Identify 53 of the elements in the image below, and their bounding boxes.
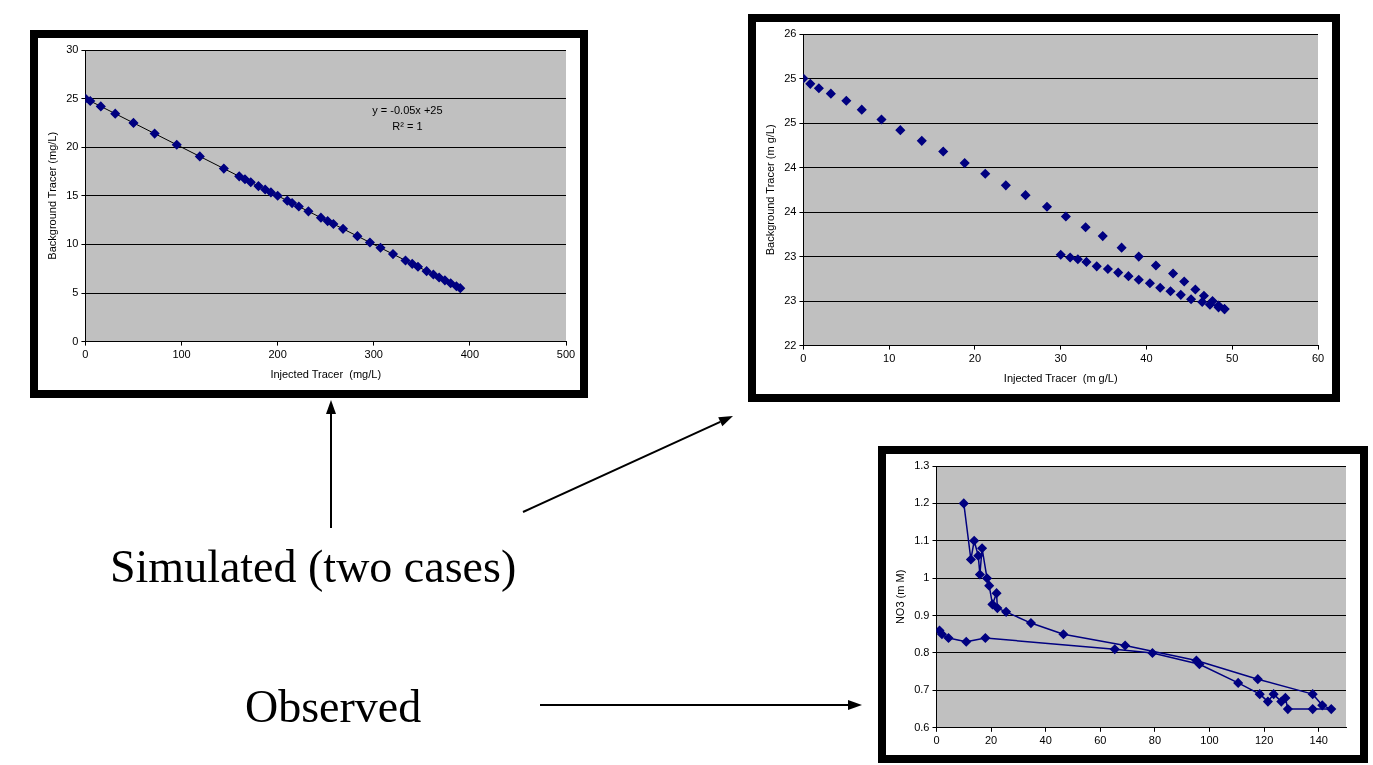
y-tick-label: 24	[784, 205, 797, 218]
x-tick-label: 60	[1094, 734, 1107, 747]
x-tick-label: 40	[1140, 352, 1153, 365]
y-tick-label: 30	[66, 43, 79, 56]
y-axis-title: Background Tracer (m g/L)	[763, 124, 776, 256]
y-tick-label: 26	[784, 27, 797, 40]
y-tick-label: 25	[66, 91, 79, 104]
y-axis-title: Background Tracer (mg/L)	[45, 131, 58, 260]
y-tick-label: 1.3	[914, 459, 930, 472]
y-tick-label: 1	[923, 571, 930, 584]
y-tick-label: 20	[66, 140, 79, 153]
x-tick-label: 100	[172, 348, 191, 361]
x-tick-label: 80	[1148, 734, 1162, 747]
x-tick-label: 120	[1254, 734, 1274, 747]
x-tick-label: 10	[883, 352, 896, 365]
x-tick-label: 140	[1309, 734, 1328, 747]
y-tick-label: 10	[66, 237, 79, 250]
y-tick-label: 0	[72, 334, 79, 347]
x-tick-label: 100	[1200, 734, 1219, 747]
x-tick-label: 20	[968, 352, 982, 365]
y-tick-label: 24	[784, 160, 797, 173]
y-tick-label: 1.2	[914, 496, 930, 509]
x-tick-label: 30	[1054, 352, 1067, 365]
y-tick-label: 25	[784, 71, 797, 84]
y-tick-label: 0.6	[914, 720, 930, 733]
y-tick-label: 5	[72, 286, 79, 299]
y-tick-label: 22	[784, 338, 797, 351]
y-axis-title: NO3 (m M)	[893, 569, 906, 625]
x-tick-label: 20	[984, 734, 998, 747]
x-axis-title: Injected Tracer (m g/L)	[1003, 372, 1118, 385]
x-axis-title: Injected Tracer (mg/L)	[270, 368, 382, 381]
y-tick-label: 1.1	[914, 533, 930, 546]
x-tick-label: 50	[1226, 352, 1239, 365]
text: Observed	[245, 680, 422, 733]
x-tick-label: 0	[933, 734, 940, 747]
x-tick-label: 40	[1039, 734, 1052, 747]
x-tick-label: 500	[556, 348, 576, 361]
y-tick-label: 23	[784, 249, 797, 262]
annotation: y = -0.05x +25	[372, 104, 443, 117]
y-tick-label: 25	[784, 116, 797, 129]
annotation: R² = 1	[392, 120, 423, 133]
x-tick-label: 0	[82, 348, 89, 361]
x-tick-label: 200	[268, 348, 287, 361]
x-tick-label: 60	[1311, 352, 1325, 365]
x-tick-label: 0	[800, 352, 807, 365]
x-tick-label: 300	[364, 348, 383, 361]
y-tick-label: 0.7	[914, 683, 930, 696]
y-tick-label: 0.9	[914, 608, 930, 621]
x-tick-label: 400	[460, 348, 480, 361]
y-tick-label: 0.8	[914, 646, 930, 659]
y-tick-label: 23	[784, 294, 797, 307]
y-tick-label: 15	[66, 188, 79, 201]
text: Simulated (two cases)	[110, 540, 517, 593]
